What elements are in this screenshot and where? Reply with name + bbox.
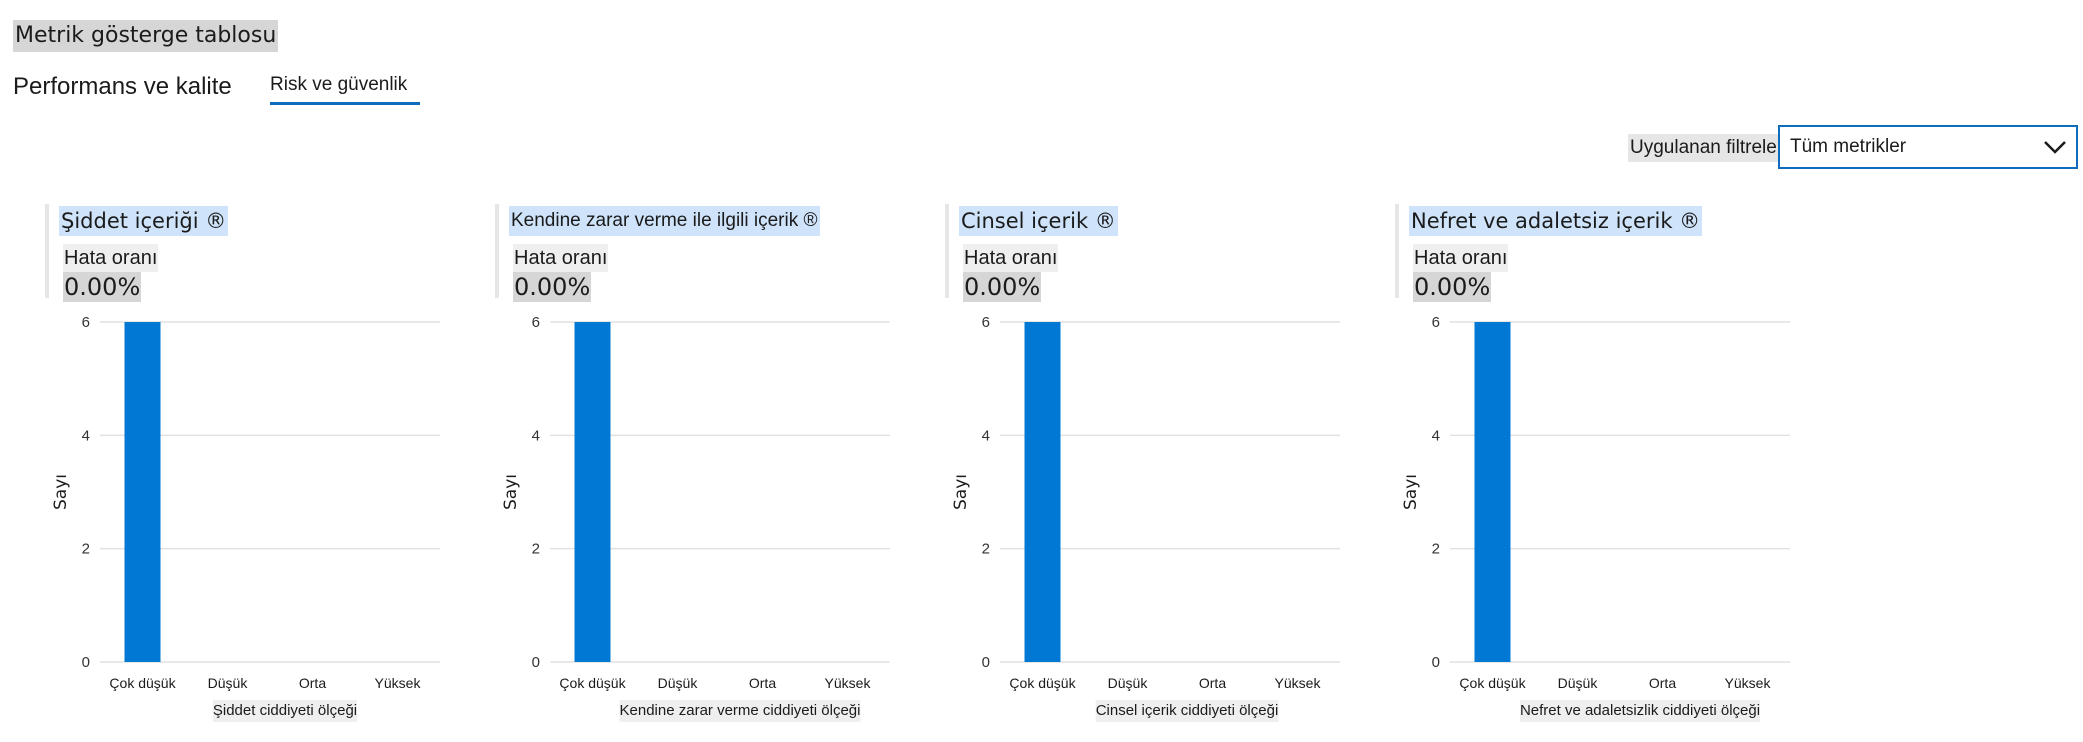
x-tick-label: Düşük <box>1558 675 1599 691</box>
x-tick-label: Düşük <box>658 675 699 691</box>
y-tick-label: 2 <box>82 541 90 558</box>
bar <box>574 322 611 662</box>
y-tick-label: 6 <box>82 314 90 331</box>
bar-chart: 0 2 4 6 Sayı Çok düşük Düşük Orta Yüksek <box>51 314 440 691</box>
metric-card-sexual: Cinsel içerik ® Hata oranı 0.00% 0 2 4 6 Say… <box>945 200 1375 730</box>
selected-tab-indicator <box>270 102 420 105</box>
metrics-filter-value: Tüm metrikler <box>1790 136 1907 157</box>
x-tick-label: Çok düşük <box>1459 675 1526 691</box>
y-axis-label: Sayı <box>1401 474 1421 510</box>
x-tick-label: Yüksek <box>1725 675 1772 691</box>
x-axis-label: Şiddet ciddiyeti ölçeği <box>212 700 358 722</box>
card-title: Şiddet içeriği ® <box>59 206 229 236</box>
y-tick-label: 2 <box>982 541 990 558</box>
metric-value: 0.00% <box>63 272 142 302</box>
y-tick-label: 0 <box>982 654 990 671</box>
x-axis-label: Cinsel içerik ciddiyeti ölçeği <box>1095 700 1279 722</box>
card-accent-bar <box>495 204 499 298</box>
bar <box>1474 322 1511 662</box>
y-tick-label: 6 <box>532 314 540 331</box>
chevron-down-icon <box>2044 141 2066 154</box>
metric-card-violence: Şiddet içeriği ® Hata oranı 0.00% 0 2 4 6 Sa… <box>45 200 475 730</box>
y-tick-label: 6 <box>982 314 990 331</box>
bar-chart: 0 2 4 6 Sayı Çok düşük Düşük Orta Yüksek <box>951 314 1340 691</box>
page-title: Metrik gösterge tablosu <box>13 20 279 52</box>
x-axis-label: Kendine zarar verme ciddiyeti ölçeği <box>619 700 861 722</box>
tab-performance-quality[interactable]: Performans ve kalite <box>13 73 232 100</box>
card-accent-bar <box>945 204 949 298</box>
y-tick-label: 2 <box>1432 541 1440 558</box>
y-axis-label: Sayı <box>951 474 971 510</box>
applied-filters-label: Uygulanan filtreler <box>1628 134 1786 162</box>
metric-label: Hata oranı <box>963 244 1059 272</box>
x-tick-label: Yüksek <box>825 675 872 691</box>
x-tick-label: Çok düşük <box>109 675 176 691</box>
y-tick-label: 4 <box>1432 427 1440 444</box>
bar <box>1024 322 1061 662</box>
card-title: Kendine zarar verme ile ilgili içerik ® <box>509 206 820 236</box>
card-title: Cinsel içerik ® <box>959 206 1118 236</box>
y-axis-label: Sayı <box>501 474 521 510</box>
x-tick-label: Yüksek <box>1275 675 1322 691</box>
metric-card-self-harm: Kendine zarar verme ile ilgili içerik ® … <box>495 200 925 730</box>
y-tick-label: 0 <box>82 654 90 671</box>
metric-value: 0.00% <box>963 272 1042 302</box>
x-tick-label: Orta <box>1649 675 1676 691</box>
y-tick-label: 4 <box>982 427 990 444</box>
card-title: Nefret ve adaletsiz içerik ® <box>1409 206 1703 236</box>
metric-card-hate: Nefret ve adaletsiz içerik ® Hata oranı … <box>1395 200 1825 730</box>
bar <box>124 322 161 662</box>
card-accent-bar <box>1395 204 1399 298</box>
y-axis-label: Sayı <box>51 474 71 510</box>
metric-label: Hata oranı <box>63 244 159 272</box>
x-tick-label: Çok düşük <box>559 675 626 691</box>
x-tick-label: Orta <box>299 675 326 691</box>
y-tick-label: 6 <box>1432 314 1440 331</box>
metric-value: 0.00% <box>1413 272 1492 302</box>
metric-value: 0.00% <box>513 272 592 302</box>
y-tick-label: 4 <box>532 427 540 444</box>
x-tick-label: Düşük <box>208 675 249 691</box>
card-accent-bar <box>45 204 49 298</box>
metric-label: Hata oranı <box>1413 244 1509 272</box>
x-tick-label: Orta <box>1199 675 1226 691</box>
y-tick-label: 0 <box>1432 654 1440 671</box>
x-axis-label: Nefret ve adaletsizlik ciddiyeti ölçeği <box>1519 700 1761 722</box>
bar-chart: 0 2 4 6 Sayı Çok düşük Düşük Orta Yüksek <box>1401 314 1790 691</box>
bar-chart: 0 2 4 6 Sayı Çok düşük Düşük Orta Yüksek <box>501 314 890 691</box>
metrics-filter-dropdown[interactable]: Tüm metrikler <box>1778 125 2078 169</box>
x-tick-label: Düşük <box>1108 675 1149 691</box>
x-tick-label: Orta <box>749 675 776 691</box>
y-tick-label: 4 <box>82 427 90 444</box>
y-tick-label: 0 <box>532 654 540 671</box>
x-tick-label: Çok düşük <box>1009 675 1076 691</box>
x-tick-label: Yüksek <box>375 675 422 691</box>
tab-risk-safety[interactable]: Risk ve güvenlik <box>270 74 408 95</box>
metric-label: Hata oranı <box>513 244 609 272</box>
y-tick-label: 2 <box>532 541 540 558</box>
